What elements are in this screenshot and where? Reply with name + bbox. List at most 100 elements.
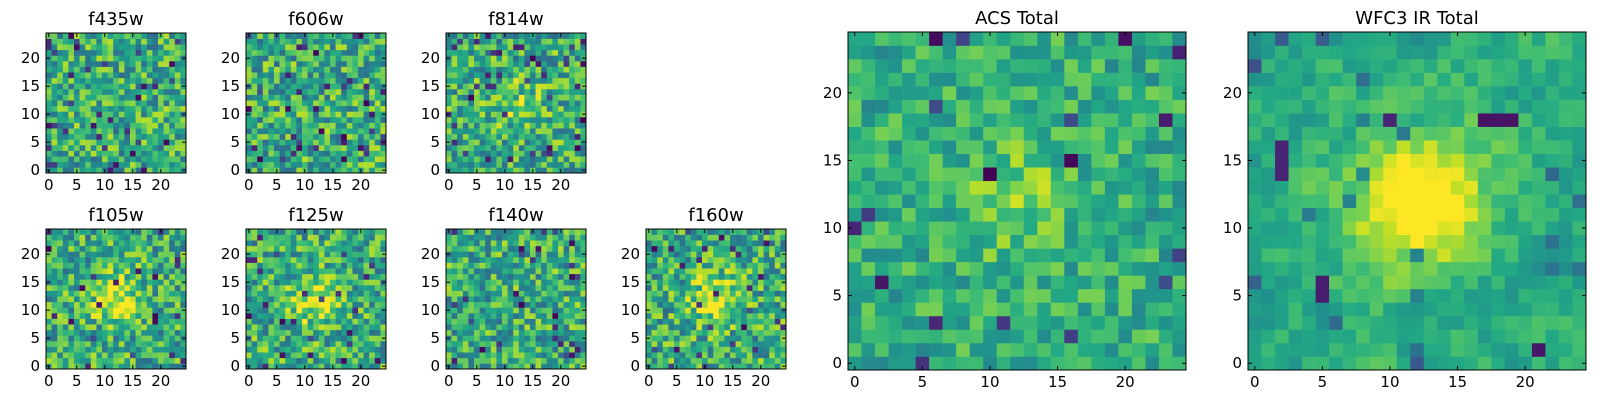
heatmap-cell: [535, 145, 542, 151]
heatmap-cell: [530, 257, 536, 263]
heatmap-cell: [457, 352, 464, 359]
heatmap-cell: [462, 352, 469, 359]
heatmap-cell: [569, 133, 576, 140]
heatmap-cell: [518, 262, 525, 269]
heatmap-cell: [541, 313, 548, 319]
heatmap-cell: [79, 133, 86, 140]
heatmap-cell: [513, 94, 520, 101]
heatmap-cell: [96, 111, 103, 118]
heatmap-cell: [563, 133, 570, 140]
heatmap-cell: [57, 72, 64, 79]
heatmap-cell: [113, 229, 120, 235]
heatmap-cell: [358, 55, 364, 62]
heatmap-cell: [1172, 315, 1187, 330]
heatmap-cells: [246, 229, 387, 370]
heatmap-cell: [262, 352, 269, 359]
heatmap-cell: [96, 341, 103, 347]
heatmap-cell: [713, 313, 720, 319]
heatmap-cell: [51, 72, 58, 79]
heatmap-cell: [118, 318, 125, 325]
heatmap-cell: [313, 61, 320, 67]
heatmap-cell: [262, 105, 269, 112]
heatmap-cell: [774, 313, 781, 319]
heatmap-cell: [318, 49, 325, 56]
heatmap-cell: [296, 156, 303, 163]
heatmap-cell: [51, 55, 58, 62]
heatmap-cell: [169, 133, 176, 140]
heatmap-cell: [169, 55, 176, 62]
heatmap-cell: [324, 33, 331, 39]
heatmap-cell: [135, 324, 142, 331]
heatmap-cell: [246, 94, 252, 101]
heatmap-cell: [457, 77, 464, 84]
heatmap-cell: [141, 257, 148, 263]
heatmap-cell: [956, 207, 970, 222]
heatmap-cell: [758, 335, 764, 342]
x-tick-label: 0: [44, 176, 54, 194]
heatmap-cell: [90, 156, 97, 163]
heatmap-cell: [861, 167, 876, 182]
heatmap-cell: [1172, 167, 1187, 182]
heatmap-cell: [285, 335, 292, 342]
heatmap-cell: [279, 301, 286, 308]
heatmap-cell: [363, 156, 370, 163]
heatmap-cell: [341, 301, 348, 308]
heatmap-cell: [130, 111, 136, 118]
heatmap-cell: [479, 133, 486, 140]
heatmap-cell: [296, 94, 303, 101]
heatmap-cell: [285, 357, 292, 364]
heatmap-cell: [513, 273, 520, 280]
heatmap-cell: [457, 117, 464, 123]
heatmap-cell: [535, 341, 542, 347]
heatmap-cell: [318, 83, 325, 90]
heatmap-cell: [257, 290, 264, 297]
heatmap-cell: [279, 324, 286, 331]
heatmap-cell: [296, 240, 303, 247]
heatmap-cell: [85, 100, 92, 107]
heatmap-cell: [507, 301, 514, 308]
heatmap-cell: [780, 268, 787, 275]
heatmap-cell: [580, 33, 587, 39]
heatmap-cell: [318, 55, 325, 62]
heatmap-cell: [530, 133, 536, 140]
heatmap-cell: [180, 33, 187, 39]
heatmap-cell: [358, 128, 364, 135]
heatmap-cell: [107, 49, 114, 56]
heatmap-cell: [307, 38, 314, 45]
heatmap-cell: [875, 356, 889, 371]
heatmap-cell: [875, 342, 889, 357]
heatmap-cell: [363, 357, 370, 364]
heatmap-cell: [152, 346, 159, 353]
heatmap-cell: [546, 61, 553, 67]
heatmap-cell: [552, 307, 559, 314]
heatmap-cell: [724, 363, 731, 370]
heatmap-cell: [902, 194, 916, 209]
heatmap-cell: [563, 49, 570, 56]
heatmap-cell: [130, 318, 136, 325]
heatmap-cell: [524, 268, 531, 275]
heatmap-cell: [318, 44, 325, 51]
heatmap-cell: [490, 285, 497, 291]
heatmap-cell: [552, 38, 559, 45]
heatmap-cell: [374, 307, 381, 314]
heatmap-cell: [163, 167, 170, 174]
heatmap-cell: [479, 240, 486, 247]
heatmap-cell: [462, 72, 469, 79]
heatmap-cell: [369, 94, 376, 101]
heatmap-cell: [541, 122, 548, 129]
heatmap-cell: [518, 145, 525, 151]
heatmap-cell: [479, 89, 486, 95]
heatmap-cell: [468, 117, 475, 123]
heatmap-cell: [485, 313, 492, 319]
heatmap-cell: [1050, 329, 1065, 344]
heatmap-cell: [296, 66, 303, 73]
heatmap-cell: [468, 128, 475, 135]
heatmap-cell: [62, 117, 69, 123]
heatmap-cell: [57, 111, 64, 118]
heatmap-cell: [174, 122, 181, 129]
heatmap-cell: [107, 133, 114, 140]
heatmap-cell: [158, 128, 164, 135]
heatmap-cell: [929, 248, 943, 263]
heatmap-cell: [124, 49, 131, 56]
heatmap-cell: [169, 83, 176, 90]
